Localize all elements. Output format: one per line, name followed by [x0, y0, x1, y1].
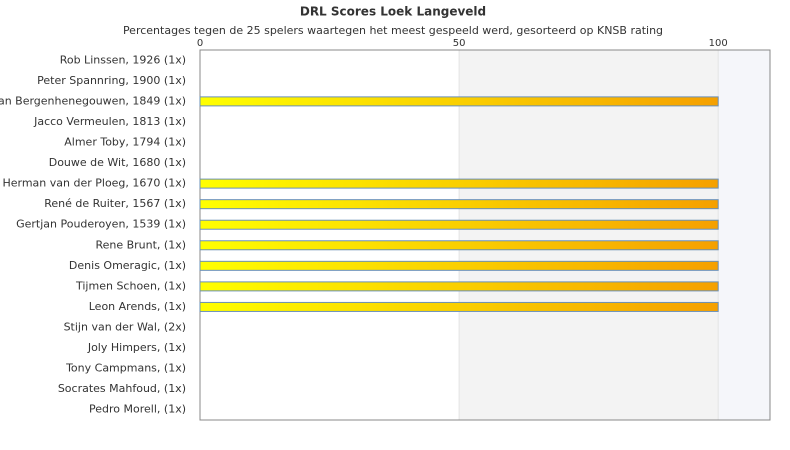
bar	[199, 199, 719, 210]
y-tick-label: Gertjan Pouderoyen, 1539 (1x)	[16, 218, 186, 231]
bar	[199, 281, 719, 292]
bar	[199, 178, 719, 189]
y-tick-label: Rene Brunt, (1x)	[95, 238, 186, 251]
bar	[199, 219, 719, 230]
bar	[199, 260, 719, 271]
y-tick-label: Jacco Vermeulen, 1813 (1x)	[33, 115, 186, 128]
bar	[199, 240, 719, 251]
y-tick-label: Pedro Morell, (1x)	[89, 403, 186, 416]
y-tick-label: van Bergenhenegouwen, 1849 (1x)	[0, 94, 186, 107]
chart-title: DRL Scores Loek Langeveld	[300, 5, 486, 19]
plot-frame	[199, 49, 771, 421]
x-tick-label: 0	[197, 38, 203, 49]
y-tick-label: Peter Spannring, 1900 (1x)	[37, 74, 186, 87]
y-tick-label: Tijmen Schoen, (1x)	[75, 279, 186, 292]
y-tick-label: Leon Arends, (1x)	[89, 300, 186, 313]
chart-subtitle: Percentages tegen de 25 spelers waartege…	[123, 24, 663, 37]
y-tick-label: Rob Linssen, 1926 (1x)	[60, 53, 186, 66]
bar	[199, 96, 719, 107]
y-tick-label: Joly Himpers, (1x)	[87, 341, 186, 354]
y-tick-label: Herman van der Ploeg, 1670 (1x)	[2, 177, 186, 190]
y-tick-label: Denis Omeragic, (1x)	[69, 259, 186, 272]
y-tick-label: Tony Campmans, (1x)	[65, 362, 186, 375]
x-tick-label: 50	[453, 38, 466, 49]
plot-band	[718, 50, 770, 420]
bar	[199, 301, 719, 312]
y-tick-label: Douwe de Wit, 1680 (1x)	[49, 156, 186, 169]
y-tick-label: Socrates Mahfoud, (1x)	[58, 382, 186, 395]
x-tick-label: 100	[709, 38, 728, 49]
y-tick-label: Stijn van der Wal, (2x)	[64, 321, 186, 334]
plot-band	[459, 50, 719, 420]
y-tick-label: René de Ruiter, 1567 (1x)	[44, 197, 186, 210]
y-tick-label: Almer Toby, 1794 (1x)	[64, 136, 186, 149]
